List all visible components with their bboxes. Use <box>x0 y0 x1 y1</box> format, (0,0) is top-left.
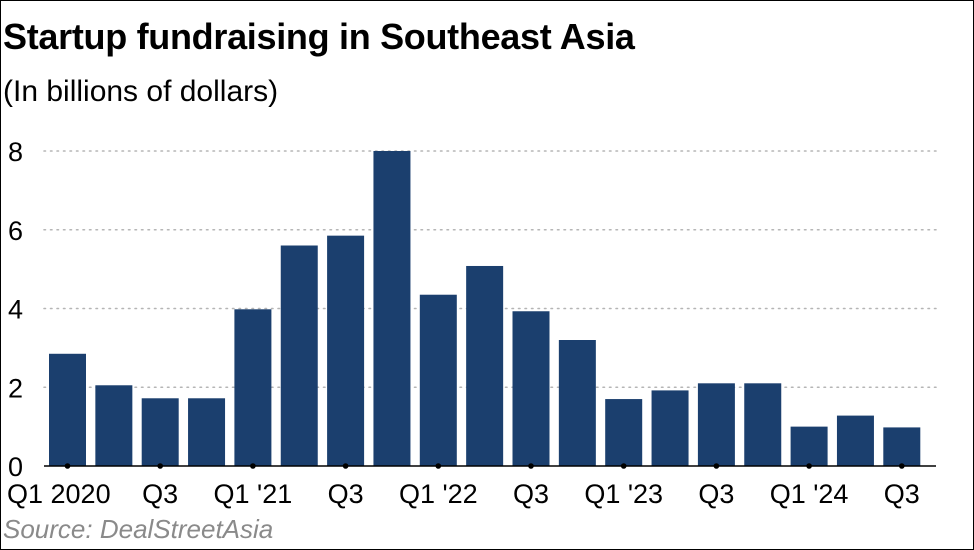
bar <box>141 398 179 466</box>
x-tick-dot <box>435 463 442 469</box>
bar <box>327 235 365 466</box>
x-tick-dot <box>250 463 256 469</box>
chart-source: Source: DealStreetAsia <box>3 514 274 544</box>
bar <box>95 385 133 466</box>
x-tick-dot <box>157 463 163 469</box>
bar <box>605 399 643 466</box>
bar <box>466 265 504 466</box>
bar <box>234 309 272 466</box>
x-tick-label: Q3 <box>513 479 549 509</box>
bar <box>280 245 318 466</box>
y-tick-label: 4 <box>8 295 23 325</box>
bar <box>790 426 828 466</box>
bar <box>512 311 550 466</box>
x-tick-label: Q1 '22 <box>399 479 478 509</box>
bar <box>49 353 86 466</box>
x-tick-label: Q1 2020 <box>7 479 111 509</box>
x-tick-dot <box>342 463 349 469</box>
x-tick-dot <box>899 463 905 469</box>
x-tick-label: Q3 <box>142 479 178 509</box>
x-tick-label: Q3 <box>698 479 734 509</box>
bar <box>883 427 921 466</box>
bar <box>558 340 596 466</box>
x-tick-label: Q1 '24 <box>770 479 849 509</box>
bar <box>836 415 874 466</box>
x-tick-dot <box>64 463 71 469</box>
x-tick-label: Q3 <box>328 479 364 509</box>
bar <box>651 390 689 466</box>
x-tick-label: Q1 '23 <box>584 479 663 509</box>
bar <box>419 294 457 466</box>
bar <box>744 383 782 466</box>
bar <box>697 383 735 466</box>
x-tick-dot <box>713 463 720 469</box>
chart-title: Startup fundraising in Southeast Asia <box>3 16 635 57</box>
bar <box>188 398 226 466</box>
chart-subtitle: (In billions of dollars) <box>3 75 279 108</box>
bar <box>373 151 411 466</box>
x-tick-label: Q1 '21 <box>214 479 293 509</box>
y-tick-label: 2 <box>8 373 23 403</box>
x-tick-dot <box>806 463 812 469</box>
x-tick-label: Q3 <box>884 479 920 509</box>
y-tick-label: 0 <box>8 452 23 482</box>
y-tick-label: 6 <box>8 216 23 246</box>
y-tick-label: 8 <box>8 137 23 167</box>
x-tick-dot <box>620 463 627 469</box>
x-tick-dot <box>528 463 534 469</box>
